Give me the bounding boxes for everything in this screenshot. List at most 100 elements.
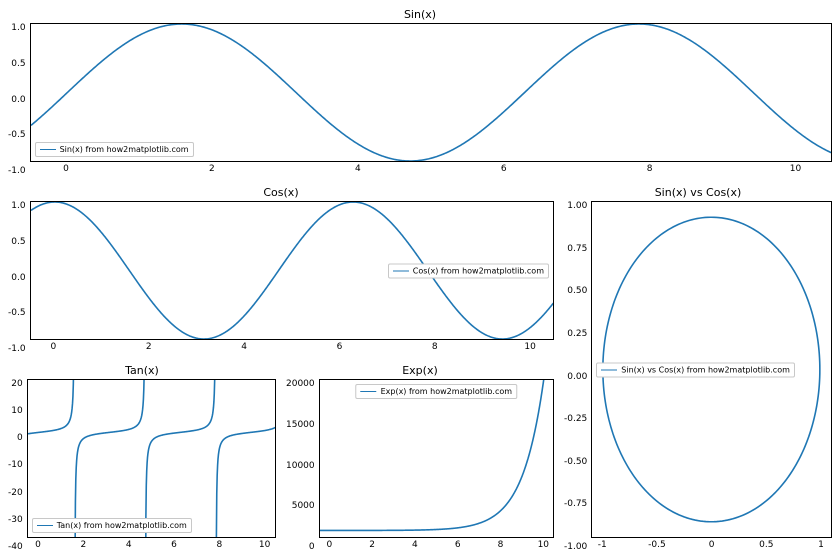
ytick-label: -0.25 [564,414,587,424]
xtick-label: 4 [355,164,361,174]
ytick-label: -0.50 [564,457,587,467]
xaxis-exp: 0246810 [319,538,554,552]
xtick-label: 0 [326,540,332,550]
plot-wrap-exp: 20000150001000050000 Exp(x) from how2mat… [286,379,554,552]
xtick-label: 8 [216,540,222,550]
xtick-label: -0.5 [648,540,666,550]
legend-label: Tan(x) from how2matplotlib.com [57,521,187,530]
ytick-label: 10 [11,406,22,416]
ytick-label: 0.0 [11,273,25,283]
ytick-label: 0 [309,542,315,552]
title-exp: Exp(x) [286,364,554,377]
xtick-label: 6 [455,540,461,550]
ytick-label: -1.0 [8,344,26,354]
legend-cos: Cos(x) from how2matplotlib.com [388,263,549,278]
xtick-label: 10 [524,342,535,352]
curve-tan [28,380,275,537]
ytick-label: 0.75 [567,244,587,254]
figure-grid: Sin(x) 1.00.50.0-0.5-1.0 Sin(x) from how… [8,8,832,552]
xaxis-sin: 0246810 [30,162,832,176]
xtick-label: 8 [647,164,653,174]
ytick-label: -1.00 [564,542,587,552]
yaxis-cos: 1.00.50.0-0.5-1.0 [8,201,30,354]
xaxis-sincos: -1 -0.5 0 0.5 1 [591,538,832,552]
title-cos: Cos(x) [8,186,554,199]
panel-sincos: Sin(x) vs Cos(x) 1.000.750.500.250.00-0.… [564,186,832,552]
xtick-label: 2 [146,342,152,352]
plot-box-sincos: Sin(x) vs Cos(x) from how2matplotlib.com [591,201,832,538]
plot-box-exp: Exp(x) from how2matplotlib.com [319,379,554,538]
xtick-label: -1 [598,540,607,550]
plot-wrap-sincos: 1.000.750.500.250.00-0.25-0.50-0.75-1.00… [564,201,832,552]
curve-sin [31,24,831,161]
ytick-label: 0.5 [11,59,25,69]
xtick-label: 10 [538,540,549,550]
ytick-label: -20 [8,488,23,498]
panel-sin: Sin(x) 1.00.50.0-0.5-1.0 Sin(x) from how… [8,8,832,176]
xtick-label: 10 [259,540,270,550]
panel-cos: Cos(x) 1.00.50.0-0.5-1.0 Cos(x) from how… [8,186,554,354]
legend-sincos: Sin(x) vs Cos(x) from how2matplotlib.com [596,362,795,377]
plot-box-cos: Cos(x) from how2matplotlib.com [30,201,554,340]
xtick-label: 0 [709,540,715,550]
title-sin: Sin(x) [8,8,832,21]
legend-sin: Sin(x) from how2matplotlib.com [35,142,194,157]
xtick-label: 0 [51,342,57,352]
legend-line-icon [37,525,53,526]
legend-label: Sin(x) from how2matplotlib.com [60,145,189,154]
xtick-label: 2 [80,540,86,550]
ytick-label: 1.00 [567,201,587,211]
legend-line-icon [601,369,617,370]
xtick-label: 6 [501,164,507,174]
plot-box-sin: Sin(x) from how2matplotlib.com [30,23,832,162]
xtick-label: 0.5 [759,540,773,550]
legend-label: Sin(x) vs Cos(x) from how2matplotlib.com [621,365,790,374]
plot-col-sincos: Sin(x) vs Cos(x) from how2matplotlib.com… [591,201,832,552]
ytick-label: 0.5 [11,237,25,247]
ytick-label: -1.0 [8,166,26,176]
xtick-label: 10 [790,164,801,174]
xtick-label: 4 [126,540,132,550]
legend-label: Cos(x) from how2matplotlib.com [413,266,544,275]
yaxis-exp: 20000150001000050000 [286,379,319,552]
plot-col-cos: Cos(x) from how2matplotlib.com 0246810 [30,201,554,354]
panel-exp: Exp(x) 20000150001000050000 Exp(x) from … [286,364,554,552]
ytick-label: -40 [8,542,23,552]
legend-line-icon [393,270,409,271]
plot-col-sin: Sin(x) from how2matplotlib.com 0246810 [30,23,832,176]
legend-exp: Exp(x) from how2matplotlib.com [356,384,517,399]
xtick-label: 1 [818,540,824,550]
ytick-label: 0.25 [567,329,587,339]
curve-exp [320,380,553,537]
xtick-label: 2 [209,164,215,174]
ytick-label: -0.5 [8,130,26,140]
plot-wrap-tan: 20 10 0 -10 -20 -30 -40 Tan(x) from how2matplo… [8,379,276,552]
ytick-label: 20000 [286,379,315,389]
ytick-label: 10000 [286,461,315,471]
title-tan: Tan(x) [8,364,276,377]
ytick-label: 15000 [286,420,315,430]
ytick-label: -0.5 [8,308,26,318]
ytick-label: 0.50 [567,286,587,296]
xtick-label: 8 [498,540,504,550]
ytick-label: -0.75 [564,499,587,509]
xtick-label: 4 [241,342,247,352]
panel-tan: Tan(x) 20 10 0 -10 -20 -30 -40 Tan(x) from how… [8,364,276,552]
ytick-label: -30 [8,515,23,525]
title-sincos: Sin(x) vs Cos(x) [564,186,832,199]
xtick-label: 2 [369,540,375,550]
ytick-label: -10 [8,460,23,470]
ytick-label: 0.00 [567,372,587,382]
xaxis-tan: 0 2 4 6 8 10 [27,538,276,552]
xtick-label: 0 [35,540,41,550]
xtick-label: 6 [171,540,177,550]
legend-tan: Tan(x) from how2matplotlib.com [32,518,192,533]
legend-label: Exp(x) from how2matplotlib.com [381,387,512,396]
plot-box-tan: Tan(x) from how2matplotlib.com [27,379,276,538]
ytick-label: 20 [11,379,22,389]
yaxis-tan: 20100-10-20-30-40 [8,379,27,552]
xtick-label: 8 [432,342,438,352]
legend-line-icon [361,391,377,392]
legend-line-icon [40,149,56,150]
yaxis-sincos: 1.00 0.75 0.50 0.25 0.00 -0.25 -0.50 -0.75 -1.00 [564,201,591,552]
